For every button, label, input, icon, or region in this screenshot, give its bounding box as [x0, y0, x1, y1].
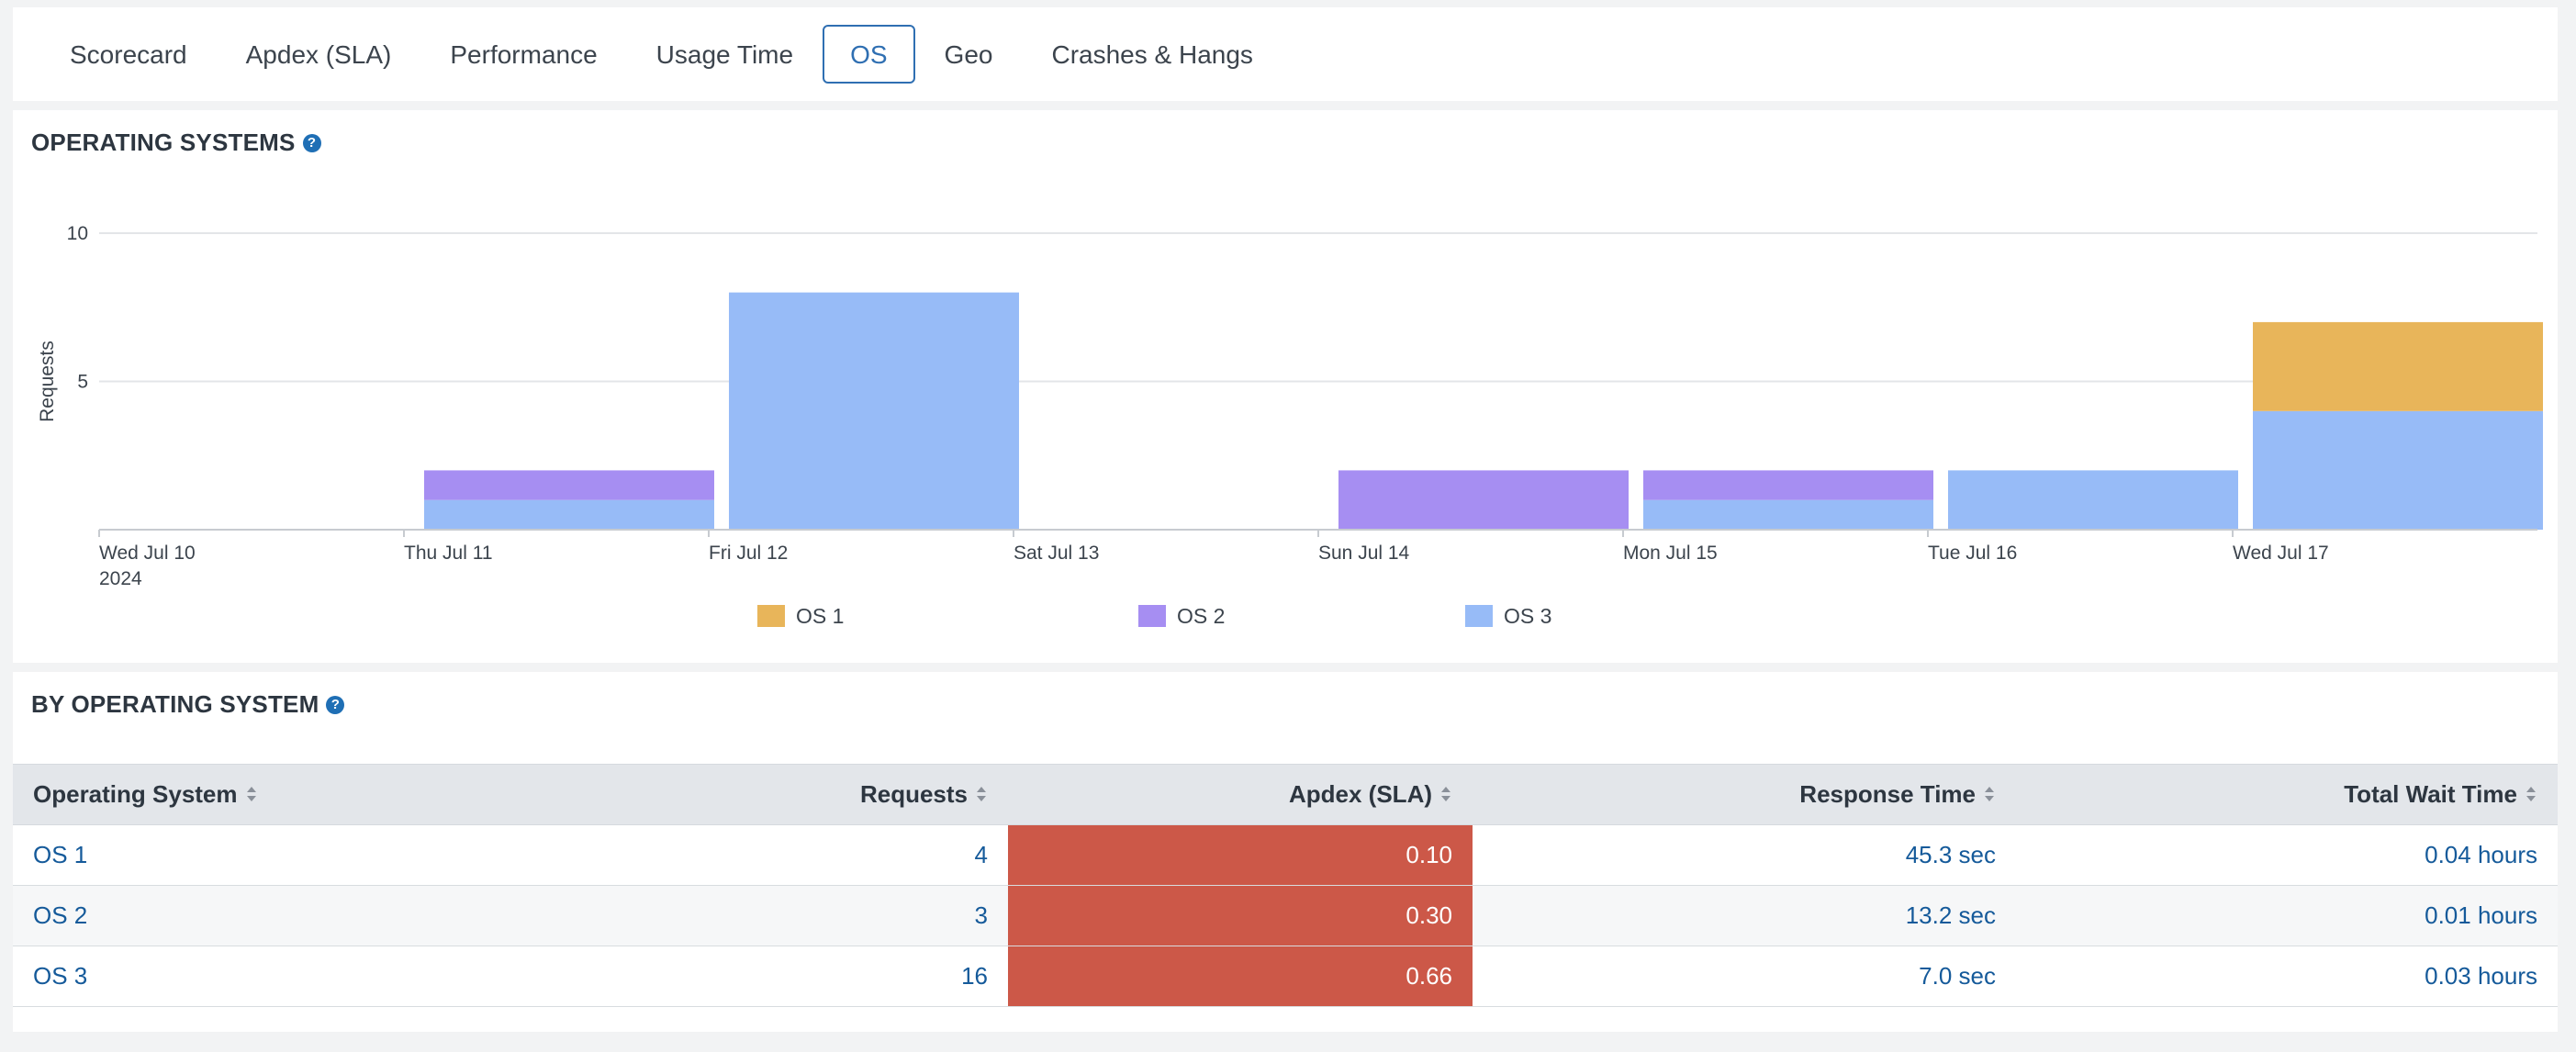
bar-os-1: [2253, 321, 2543, 411]
sort-updown-icon[interactable]: [1439, 785, 1452, 803]
column-header-operating-system[interactable]: Operating System: [13, 764, 362, 825]
sort-updown-icon[interactable]: [245, 785, 258, 803]
apdex-cell: 0.30: [1008, 885, 1473, 946]
x-tick-label: Sun Jul 14: [1318, 543, 1410, 564]
operating-systems-chart: 5 10 Requests Wed Jul 10 Thu Jul 11 Fri Jul 1…: [37, 223, 2543, 628]
x-tick-label: Tue Jul 16: [1928, 543, 2017, 564]
by-operating-system-title-text: BY OPERATING SYSTEM: [31, 690, 319, 718]
sort-updown-icon[interactable]: [975, 785, 988, 803]
by-operating-system-panel: BY OPERATING SYSTEM ? Operating System R…: [13, 672, 2558, 1032]
legend-swatch: [1465, 605, 1493, 627]
response-time-link[interactable]: 45.3 sec: [1473, 824, 2016, 886]
requests-link[interactable]: 4: [362, 824, 1008, 886]
bar-os-3: [2253, 410, 2543, 530]
requests-link[interactable]: 3: [362, 885, 1008, 946]
column-header-apdex[interactable]: Apdex (SLA): [1008, 764, 1473, 825]
operating-systems-title: OPERATING SYSTEMS ?: [31, 129, 321, 157]
column-header-label: Apdex (SLA): [1289, 780, 1432, 808]
apdex-cell: 0.10: [1008, 824, 1473, 886]
column-header-total-wait-time[interactable]: Total Wait Time: [2016, 764, 2558, 825]
sort-updown-icon[interactable]: [1983, 785, 1996, 803]
column-header-requests[interactable]: Requests: [362, 764, 1008, 825]
column-header-label: Requests: [859, 780, 968, 808]
tab-apdex[interactable]: Apdex (SLA): [245, 40, 392, 69]
tab-usage-time[interactable]: Usage Time: [655, 40, 794, 69]
total-wait-time-link[interactable]: 0.04 hours: [2016, 824, 2558, 886]
x-tick-year-label: 2024: [99, 568, 142, 589]
os-name-link[interactable]: OS 1: [13, 824, 362, 886]
bar-os-3: [729, 292, 1019, 530]
sort-updown-icon[interactable]: [2525, 785, 2537, 803]
os-name-link[interactable]: OS 2: [13, 885, 362, 946]
x-tick-label: Sat Jul 13: [1014, 543, 1099, 564]
legend-swatch: [1138, 605, 1166, 627]
table-row: OS 3 16 0.66 7.0 sec 0.03 hours: [13, 946, 2558, 1007]
tab-bar: Scorecard Apdex (SLA) Performance Usage …: [13, 7, 2558, 101]
os-table: Operating System Requests Apdex (SLA) Re…: [13, 764, 2558, 1007]
column-header-label: Response Time: [1799, 780, 1976, 808]
operating-systems-panel: OPERATING SYSTEMS ? 5 10 Requests Wed Jul 1…: [13, 110, 2558, 663]
x-tick-label: Wed Jul 10: [99, 543, 196, 564]
x-tick-label: Thu Jul 11: [404, 543, 493, 564]
tab-crashes-hangs[interactable]: Crashes & Hangs: [1051, 40, 1253, 69]
apdex-cell: 0.66: [1008, 946, 1473, 1007]
y-tick-label: 5: [77, 372, 88, 393]
bar-os-2: [1338, 470, 1629, 530]
by-operating-system-title: BY OPERATING SYSTEM ?: [31, 690, 345, 719]
table-row: OS 1 4 0.10 45.3 sec 0.04 hours: [13, 824, 2558, 886]
bar-os-3: [424, 499, 714, 530]
tab-list: Scorecard Apdex (SLA) Performance Usage …: [13, 7, 2558, 101]
total-wait-time-link[interactable]: 0.03 hours: [2016, 946, 2558, 1007]
y-tick-label: 10: [67, 223, 88, 244]
bar-os-2: [1643, 470, 1933, 500]
tab-performance[interactable]: Performance: [450, 40, 598, 69]
tab-os[interactable]: OS: [823, 25, 915, 84]
column-header-response-time[interactable]: Response Time: [1473, 764, 2016, 825]
x-tick-label: Wed Jul 17: [2233, 543, 2329, 564]
operating-systems-title-text: OPERATING SYSTEMS: [31, 129, 296, 156]
bar-os-2: [424, 470, 714, 500]
legend-item-label: OS 1: [796, 604, 844, 628]
legend-item-label: OS 3: [1504, 604, 1551, 628]
legend-swatch: [757, 605, 785, 627]
question-circle-icon[interactable]: ?: [302, 133, 321, 152]
bar-os-3: [1643, 499, 1933, 530]
tab-scorecard[interactable]: Scorecard: [70, 40, 187, 69]
y-axis-label: Requests: [37, 341, 58, 422]
os-name-link[interactable]: OS 3: [13, 946, 362, 1007]
bar-os-3: [1948, 470, 2238, 530]
requests-link[interactable]: 16: [362, 946, 1008, 1007]
total-wait-time-link[interactable]: 0.01 hours: [2016, 885, 2558, 946]
column-header-label: Total Wait Time: [2344, 780, 2517, 808]
x-tick-label: Fri Jul 12: [709, 543, 788, 564]
question-circle-icon[interactable]: ?: [326, 695, 345, 714]
x-tick-label: Mon Jul 15: [1623, 543, 1718, 564]
table-row: OS 2 3 0.30 13.2 sec 0.01 hours: [13, 885, 2558, 946]
table-header-row: Operating System Requests Apdex (SLA) Re…: [13, 764, 2558, 825]
legend-item-label: OS 2: [1177, 604, 1225, 628]
column-header-label: Operating System: [33, 780, 238, 808]
response-time-link[interactable]: 7.0 sec: [1473, 946, 2016, 1007]
tab-geo[interactable]: Geo: [944, 40, 993, 69]
response-time-link[interactable]: 13.2 sec: [1473, 885, 2016, 946]
